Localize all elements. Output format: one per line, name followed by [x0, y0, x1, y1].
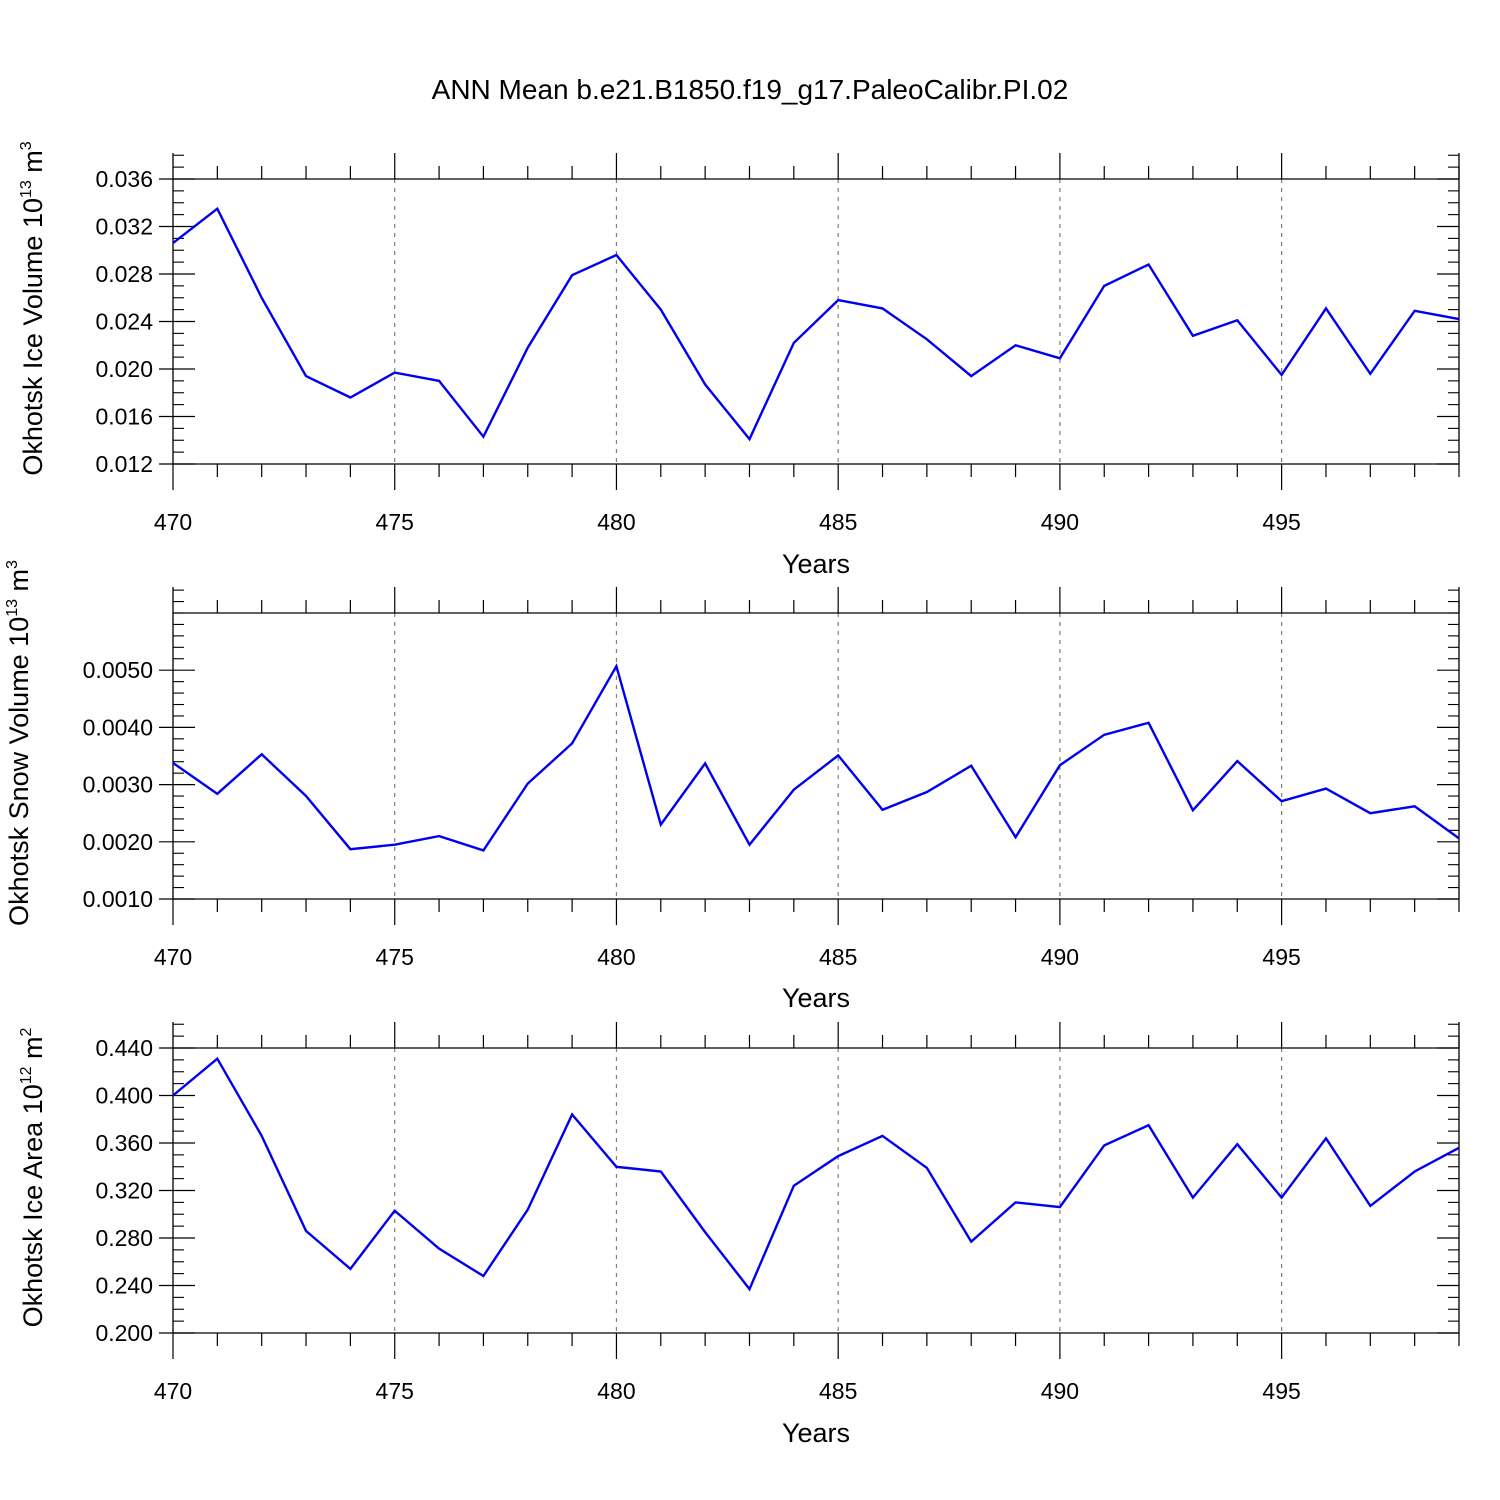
y-tick-label: 0.0020 [83, 829, 153, 855]
x-tick-label: 475 [376, 1378, 414, 1404]
chart-title: ANN Mean b.e21.B1850.f19_g17.PaleoCalibr… [431, 74, 1069, 105]
y-tick-label: 0.028 [95, 261, 153, 287]
ice-area-panel: 470 475 480 485 490 495 0.200 0.240 0.280 0.320 0.… [18, 1022, 1460, 1448]
x-tick-label: 475 [376, 944, 414, 970]
x-tick-label: 480 [597, 1378, 635, 1404]
x-tick-label: 485 [819, 509, 857, 535]
y-axis-title: Okhotsk Ice Area 1012 m2 [18, 1027, 48, 1327]
y-tick-label: 0.200 [95, 1320, 153, 1346]
y-tick-label: 0.012 [95, 451, 153, 477]
y-tick-label: 0.024 [95, 309, 153, 335]
x-tick-label: 475 [376, 509, 414, 535]
x-axis-title: Years [782, 1418, 850, 1448]
x-tick-label: 470 [154, 509, 192, 535]
y-axis-title: Okhotsk Ice Volume 1013 m3 [18, 141, 48, 475]
x-tick-label: 490 [1041, 944, 1079, 970]
ice-volume-panel: 470 475 480 485 490 495 0.012 0.016 0.020 0.024 0.… [18, 141, 1460, 579]
series-line [172, 206, 1460, 442]
y-tick-label: 0.036 [95, 166, 153, 192]
x-tick-label: 470 [154, 1378, 192, 1404]
x-tick-label: 495 [1262, 1378, 1300, 1404]
x-axis-title: Years [782, 549, 850, 579]
y-tick-label: 0.280 [95, 1225, 153, 1251]
y-tick-label: 0.0010 [83, 886, 153, 912]
series-line [172, 1056, 1460, 1292]
y-axis-title: Okhotsk Snow Volume 1013 m3 [4, 560, 34, 926]
series-line [172, 663, 1460, 852]
x-tick-label: 480 [597, 509, 635, 535]
snow-volume-panel: 470 475 480 485 490 495 0.0010 0.0020 0.0030 0.00… [4, 560, 1460, 1013]
y-tick-label: 0.400 [95, 1083, 153, 1109]
x-axis-title: Years [782, 983, 850, 1013]
y-tick-label: 0.032 [95, 214, 153, 240]
y-tick-label: 0.240 [95, 1273, 153, 1299]
y-tick-label: 0.020 [95, 356, 153, 382]
y-tick-label: 0.320 [95, 1178, 153, 1204]
x-tick-label: 490 [1041, 1378, 1079, 1404]
x-tick-label: 495 [1262, 509, 1300, 535]
y-tick-label: 0.0040 [83, 714, 153, 740]
y-tick-label: 0.0050 [83, 657, 153, 683]
y-tick-label: 0.440 [95, 1035, 153, 1061]
y-tick-label: 0.016 [95, 404, 153, 430]
x-tick-label: 480 [597, 944, 635, 970]
x-tick-label: 485 [819, 1378, 857, 1404]
x-tick-label: 470 [154, 944, 192, 970]
x-tick-label: 485 [819, 944, 857, 970]
x-tick-label: 495 [1262, 944, 1300, 970]
x-tick-label: 490 [1041, 509, 1079, 535]
y-tick-label: 0.0030 [83, 772, 153, 798]
y-tick-label: 0.360 [95, 1130, 153, 1156]
